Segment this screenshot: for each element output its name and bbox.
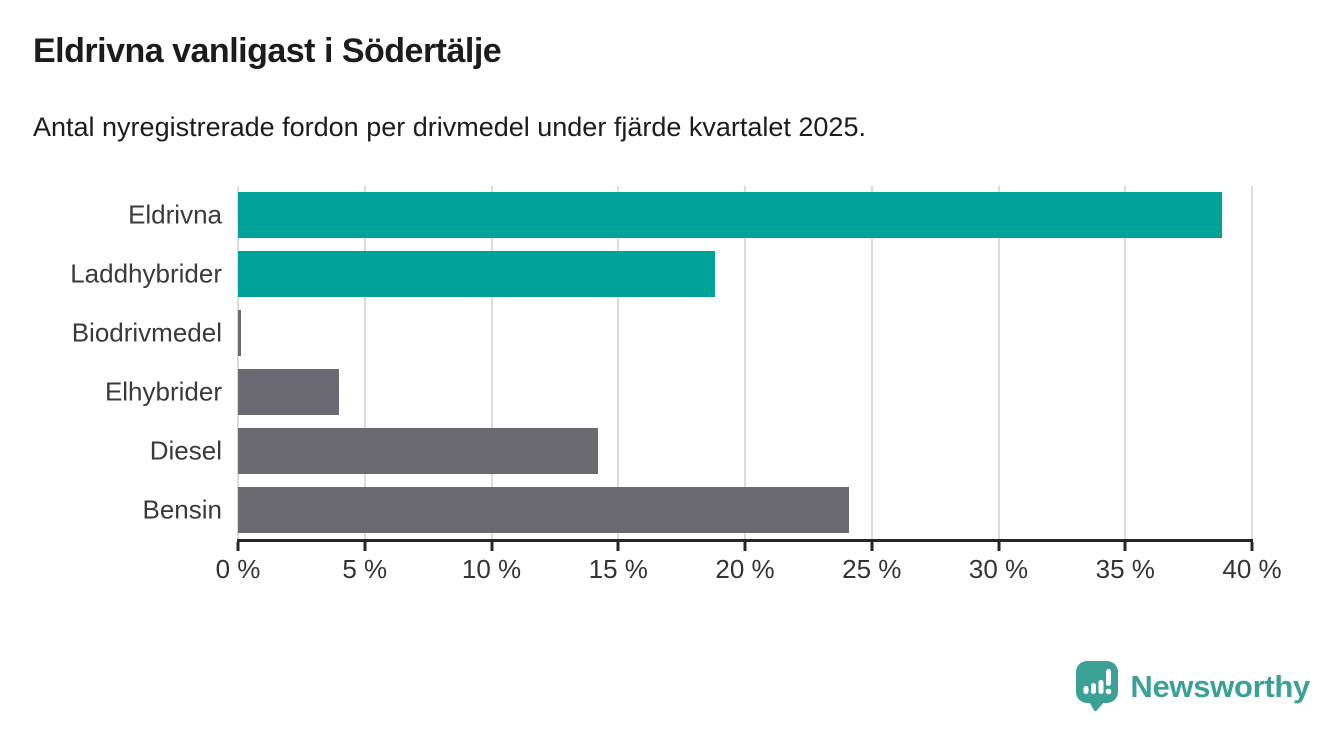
newsworthy-logo: Newsworthy — [1075, 660, 1310, 713]
page-subtitle: Antal nyregistrerade fordon per drivmede… — [33, 112, 866, 142]
chart-row: Bensin — [143, 480, 1252, 539]
plot-area: Eldrivna Laddhybrider Biodrivmedel Elhybrid… — [70, 186, 1282, 584]
bar-laddhybrider — [238, 251, 715, 298]
x-axis-tick — [870, 542, 874, 551]
gridline — [617, 186, 620, 539]
x-axis-tick-label: 15 % — [588, 554, 648, 584]
category-label-laddhybrider: Laddhybrider — [70, 258, 222, 289]
x-axis-tick-label: 0 % — [215, 554, 261, 584]
category-label-diesel: Diesel — [149, 435, 222, 466]
x-axis-tick — [1123, 542, 1127, 551]
category-label-bensin: Bensin — [142, 494, 223, 525]
x-axis-tick-label: 35 % — [1095, 554, 1155, 584]
category-label-eldrivna: Eldrivna — [128, 199, 222, 230]
newsworthy-bar-chart-speech-bubble-icon — [1075, 660, 1119, 713]
gridline — [1124, 186, 1127, 539]
bar-diesel — [238, 427, 598, 474]
page-title: Eldrivna vanligast i Södertälje — [33, 32, 502, 70]
gridline — [997, 186, 1000, 539]
bar-eldrivna — [238, 192, 1222, 239]
x-axis-tick — [236, 542, 240, 551]
gridline — [490, 186, 493, 539]
bar-elhybrider — [238, 368, 340, 415]
x-axis-tick-label: 10 % — [461, 554, 522, 584]
chart-row: Biodrivmedel — [72, 304, 1252, 363]
x-axis-tick — [743, 542, 747, 551]
gridline — [870, 186, 873, 539]
gridline — [744, 186, 746, 539]
chart-rows: Eldrivna Laddhybrider Biodrivmedel Elhybrid… — [70, 186, 1252, 539]
x-axis-tick-label: 20 % — [715, 554, 775, 584]
gridlines — [237, 186, 1253, 539]
bar-biodrivmedel — [238, 310, 241, 357]
category-label-elhybrider: Elhybrider — [104, 376, 222, 407]
x-axis-ticks — [236, 542, 1254, 551]
chart-row: Elhybrider — [105, 362, 1252, 421]
chart-row: Eldrivna — [128, 186, 1252, 245]
bar-bensin — [238, 486, 849, 533]
x-axis-tick — [490, 542, 493, 551]
x-axis-tick-label: 40 % — [1222, 554, 1282, 584]
x-axis-labels: 0 % 5 % 10 % 15 % 20 % 25 % 30 % 35 % 40 % — [216, 554, 1282, 584]
category-label-biodrivmedel: Biodrivmedel — [71, 317, 222, 348]
newsworthy-logo-text: Newsworthy — [1130, 668, 1310, 704]
x-axis-tick — [616, 542, 620, 551]
x-axis-tick-label: 25 % — [842, 554, 902, 584]
x-axis-tick — [1250, 542, 1254, 551]
x-axis-tick — [363, 542, 367, 551]
x-axis-tick — [997, 542, 1000, 551]
x-axis-tick-label: 5 % — [342, 554, 388, 584]
x-axis-tick-label: 30 % — [968, 554, 1029, 584]
x-axis-line — [237, 539, 1253, 542]
gridline — [363, 186, 366, 539]
gridline — [1251, 186, 1253, 539]
chart-row: Laddhybrider — [70, 245, 1252, 304]
chart-row: Diesel — [150, 421, 1252, 480]
gridline — [237, 186, 239, 539]
